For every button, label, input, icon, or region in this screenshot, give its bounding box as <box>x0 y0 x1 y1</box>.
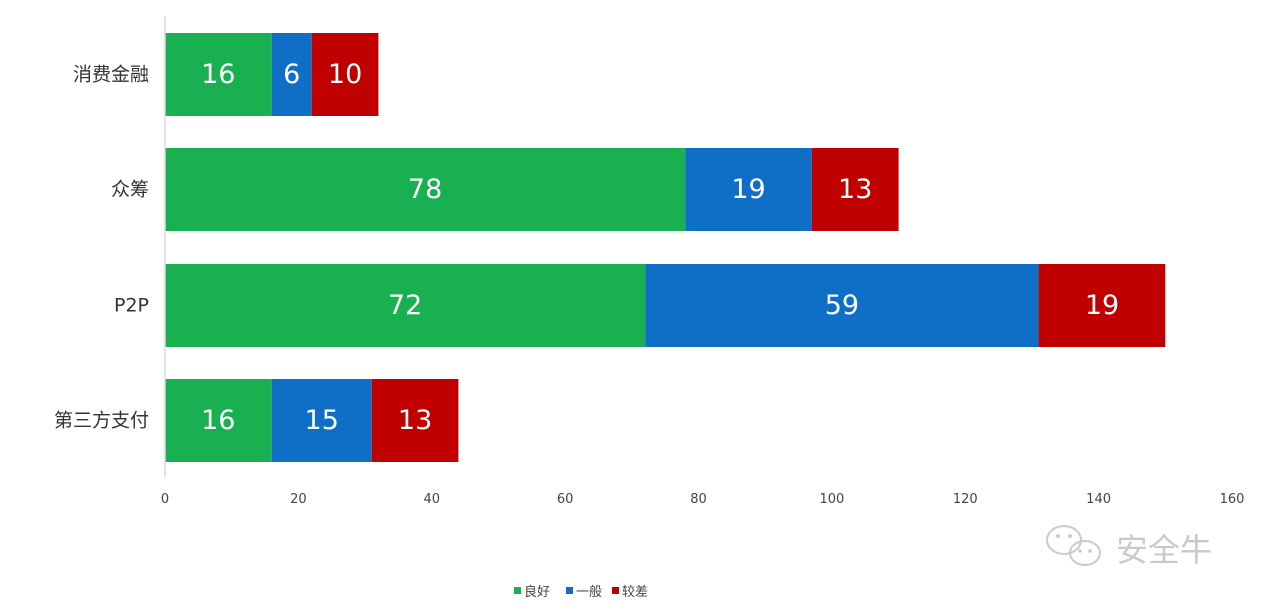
bar-segment <box>165 33 272 116</box>
bar-segment <box>645 264 1039 347</box>
data-label: 19 <box>731 174 765 205</box>
x-tick-label: 0 <box>161 492 169 507</box>
data-label: 13 <box>398 405 432 436</box>
x-axis-ticks: 0 20 40 60 80 100 120 140 160 <box>161 492 1245 507</box>
x-tick-label: 120 <box>953 492 978 507</box>
data-label: 13 <box>838 174 872 205</box>
category-label: 众筹 <box>111 179 149 201</box>
data-label: 15 <box>305 405 339 436</box>
legend-label: 良好 <box>524 584 550 600</box>
data-label: 59 <box>825 290 859 321</box>
data-label: 16 <box>201 59 235 90</box>
bar-segment <box>311 33 379 116</box>
x-tick-label: 60 <box>557 492 574 507</box>
data-label: 16 <box>201 405 235 436</box>
data-label: 19 <box>1085 290 1119 321</box>
data-label: 78 <box>408 174 442 205</box>
x-tick-label: 140 <box>1086 492 1111 507</box>
bar-segment <box>685 148 812 231</box>
bar-segment <box>371 379 459 462</box>
category-label: 消费金融 <box>73 64 149 86</box>
legend: 良好 一般 较差 <box>514 584 648 600</box>
watermark: 安全牛 <box>1046 525 1212 569</box>
bar-segment <box>165 148 686 231</box>
legend-swatch <box>566 587 573 594</box>
data-label: 72 <box>388 290 422 321</box>
bar-segment <box>1038 264 1166 347</box>
bar-segment <box>165 264 646 347</box>
bar-segment <box>271 33 312 116</box>
watermark-text: 安全牛 <box>1116 531 1212 569</box>
x-tick-label: 80 <box>690 492 707 507</box>
legend-swatch <box>514 587 521 594</box>
x-tick-label: 40 <box>424 492 441 507</box>
category-label: 第三方支付 <box>54 410 149 432</box>
legend-label: 较差 <box>622 585 648 600</box>
bar-segment <box>811 148 899 231</box>
legend-item: 良好 <box>514 584 550 600</box>
legend-item: 一般 <box>566 584 602 600</box>
wechat-icon <box>1046 525 1101 566</box>
data-label: 6 <box>283 59 300 90</box>
category-label: P2P <box>114 295 149 317</box>
bars-layer: 16 6 10 78 19 13 72 59 19 16 15 13 <box>165 33 1166 462</box>
x-tick-label: 20 <box>290 492 307 507</box>
bar-segment <box>271 379 372 462</box>
x-tick-label: 160 <box>1220 492 1245 507</box>
legend-label: 一般 <box>576 584 602 600</box>
x-tick-label: 100 <box>819 492 844 507</box>
data-label: 10 <box>328 59 362 90</box>
bar-segment <box>165 379 272 462</box>
legend-swatch <box>612 587 619 594</box>
legend-item: 较差 <box>612 585 648 600</box>
